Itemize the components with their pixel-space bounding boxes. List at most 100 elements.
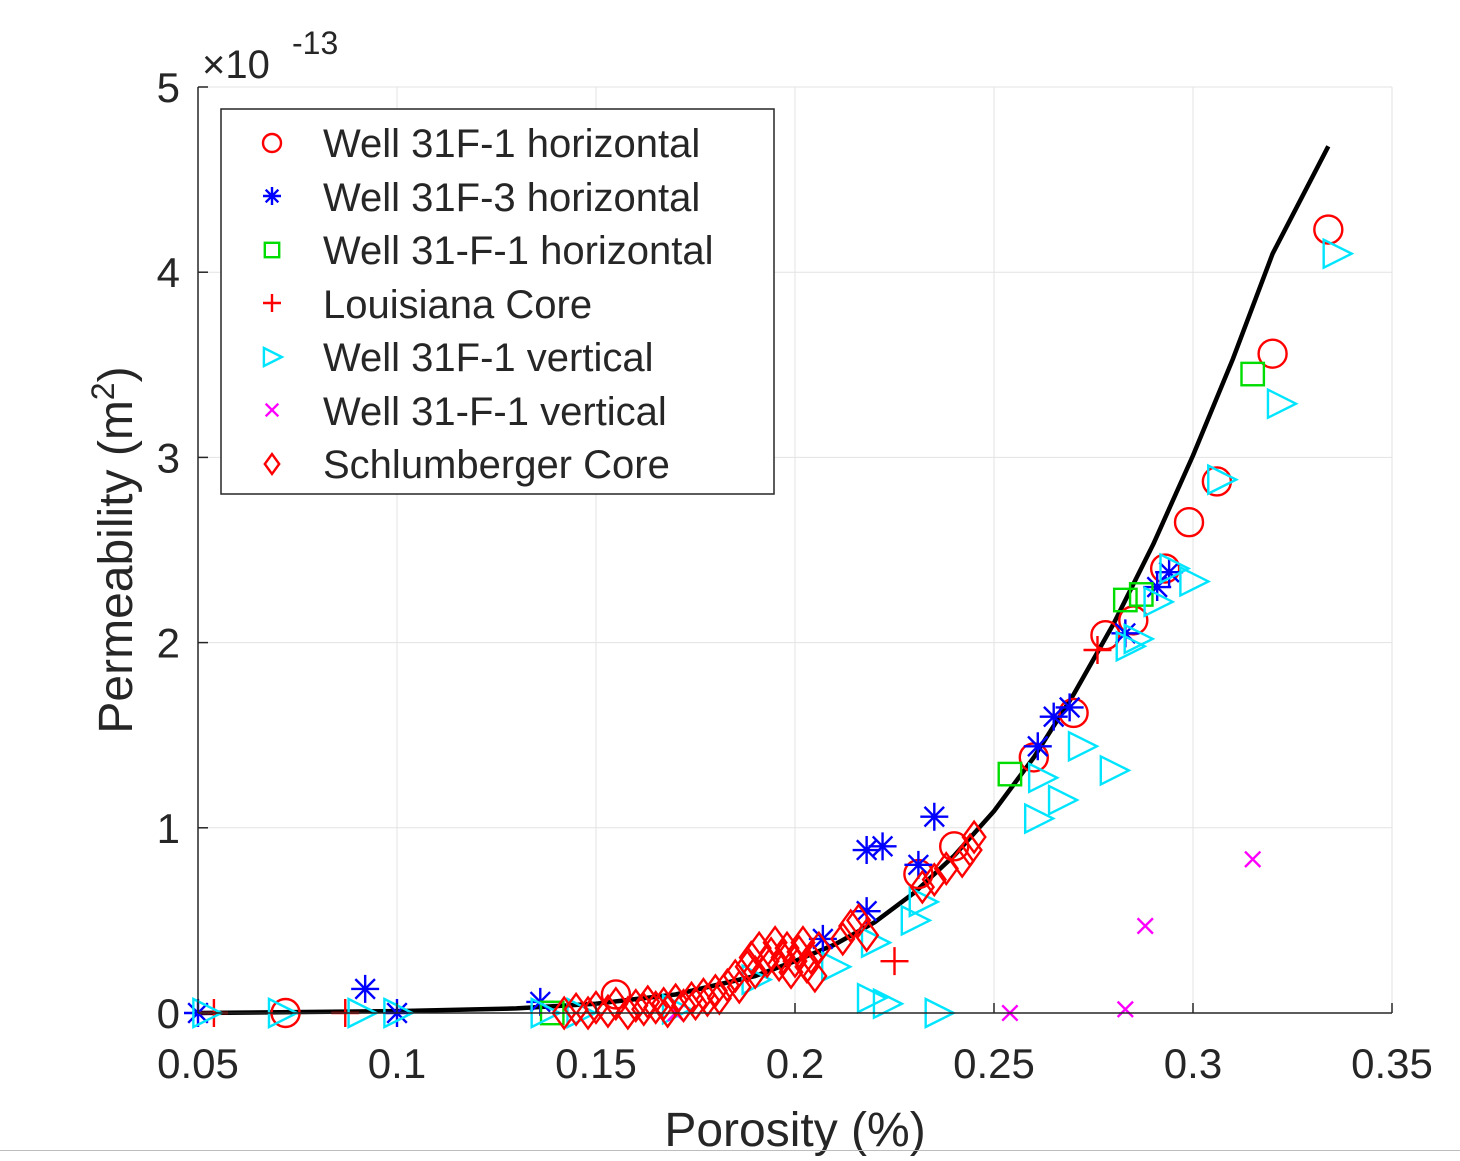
data-point [957, 832, 983, 868]
data-point [1143, 585, 1176, 618]
y-axis-label-base: Permeability (m [90, 400, 143, 733]
x-tick-label: 0.15 [555, 1040, 637, 1087]
legend-label-well-31-f-1-horizontal: Well 31-F-1 horizontal [323, 229, 714, 273]
data-point [694, 982, 721, 1018]
fit-curve-layer [197, 145, 1331, 1016]
legend-label-well-31f-1-vertical: Well 31F-1 vertical [323, 336, 653, 380]
data-point [921, 862, 947, 898]
data-point [821, 950, 853, 983]
data-point [1143, 573, 1172, 602]
legend-marker-plus [263, 294, 281, 312]
data-point [722, 958, 748, 994]
y-exponent-power: -13 [292, 25, 338, 61]
data-point [798, 939, 824, 975]
data-point [1240, 361, 1266, 387]
data-point [192, 997, 225, 1029]
data-point [920, 802, 949, 831]
data-point [1173, 507, 1205, 538]
data-point [1027, 761, 1060, 794]
data-point [631, 991, 657, 1027]
data-point [1055, 693, 1084, 722]
data-point [961, 819, 987, 855]
data-point [830, 921, 856, 957]
data-point [1149, 553, 1181, 584]
tick-labels: 0.05 0.1 0.15 0.2 0.25 0.3 0.35 0 1 2 3 4 5 [157, 64, 1433, 1087]
data-point [852, 836, 881, 865]
legend-marker-square [263, 241, 281, 259]
data-point [1116, 1000, 1134, 1018]
data-point [551, 995, 577, 1031]
legend-label-well-31-f-1-vertical: Well 31-F-1 vertical [323, 390, 667, 434]
data-point [635, 984, 661, 1020]
x-tick-label: 0.2 [766, 1040, 824, 1087]
data-point [1179, 565, 1212, 598]
data-point [766, 947, 792, 983]
legend: Well 31F-1 horizontal Well 31F-3 horizon… [220, 108, 775, 495]
legend-label-louisiana-core: Louisiana Core [323, 283, 592, 327]
x-axis-label: Porosity (%) [664, 1104, 925, 1156]
data-point [853, 917, 880, 953]
window-bottom-edge [0, 1150, 1460, 1151]
series-diamond-6 [551, 819, 987, 1031]
data-point [872, 987, 905, 1020]
data-point [742, 954, 768, 990]
data-point [623, 988, 649, 1024]
data-point [1023, 802, 1056, 835]
series-triangle-right-4 [192, 237, 1355, 1029]
data-point [1257, 338, 1288, 369]
legend-marker-asterisk [263, 187, 281, 205]
data-point [654, 993, 681, 1029]
data-point [603, 986, 629, 1022]
data-point [868, 832, 897, 861]
y-axis-label-close: ) [90, 366, 143, 382]
legend-marker-x [264, 402, 280, 418]
y-tick-label: 3 [157, 434, 180, 481]
legend-markers [261, 132, 285, 476]
data-point [1322, 237, 1355, 270]
y-tick-label: 0 [157, 990, 180, 1037]
data-point [670, 988, 697, 1024]
legend-label-well-31f-3-horizontal: Well 31F-3 horizontal [323, 176, 700, 220]
data-point [806, 930, 832, 966]
legend-marker-diamond [263, 452, 281, 476]
data-point [997, 761, 1023, 787]
data-point [1115, 630, 1148, 663]
data-point [845, 902, 872, 938]
data-point [1207, 463, 1239, 496]
data-point [714, 967, 741, 1003]
y-tick-label: 2 [157, 620, 180, 667]
x-tick-label: 0.35 [1351, 1040, 1433, 1087]
data-point [802, 958, 828, 994]
data-point [1244, 850, 1262, 868]
data-point [1123, 622, 1156, 655]
data-point [1083, 636, 1112, 665]
data-point [1099, 754, 1132, 787]
data-point [661, 993, 694, 1026]
data-point [1159, 552, 1192, 585]
data-point [1023, 732, 1052, 761]
legend-label-schlumberger-core: Schlumberger Core [323, 443, 670, 487]
y-tick-label: 4 [157, 249, 180, 296]
data-point [852, 897, 881, 926]
legend-label-well-31f-1-horizontal: Well 31F-1 horizontal [323, 122, 700, 166]
data-point [595, 993, 621, 1029]
data-point [1313, 214, 1344, 245]
legend-marker-circle [261, 132, 283, 154]
data-point [682, 986, 709, 1022]
data-point [1136, 917, 1154, 935]
data-point [1067, 730, 1100, 763]
data-point [734, 949, 760, 985]
data-point [856, 982, 889, 1015]
y-axis-label-superscript: 2 [85, 382, 121, 400]
y-tick-label: 1 [157, 805, 180, 852]
x-tick-label: 0.1 [368, 1040, 426, 1087]
x-tick-label: 0.25 [953, 1040, 1035, 1087]
x-tick-label: 0.3 [1164, 1040, 1222, 1087]
data-point [880, 947, 909, 976]
x-tick-label: 0.05 [157, 1040, 239, 1087]
data-point [838, 908, 864, 944]
data-point [351, 974, 380, 1003]
data-point [615, 995, 641, 1031]
